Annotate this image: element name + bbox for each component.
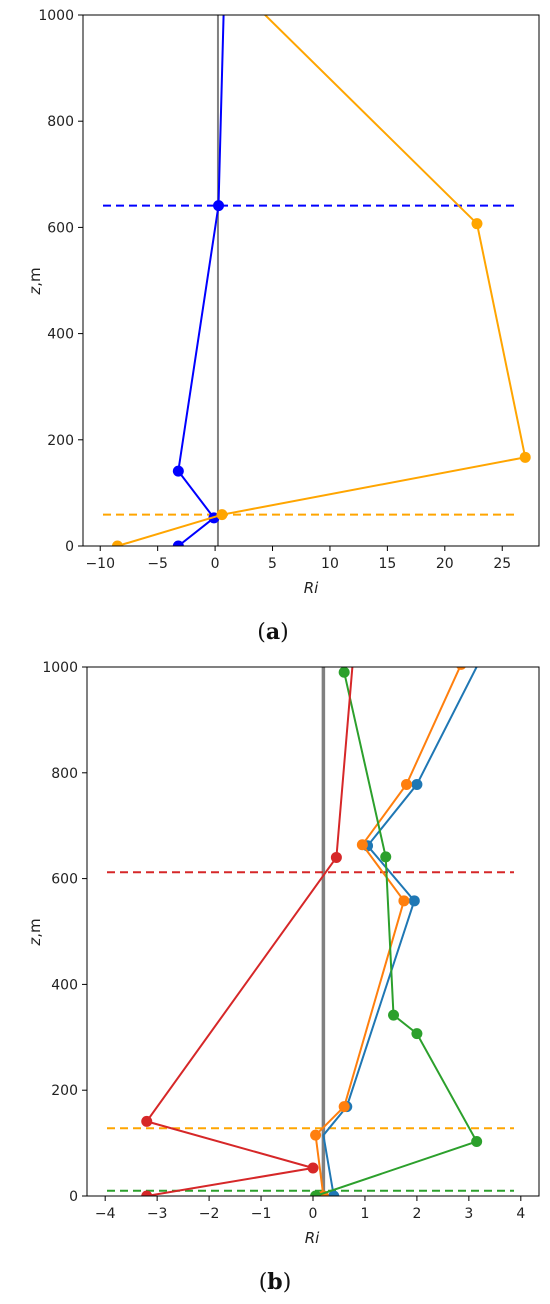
x-tick-label: 10 bbox=[321, 556, 339, 572]
y-tick-label: 1000 bbox=[38, 8, 74, 24]
series-2-point bbox=[471, 218, 483, 230]
plot-area-b bbox=[107, 667, 514, 1196]
series-4-point bbox=[330, 851, 342, 863]
x-tick-label: 4 bbox=[516, 1206, 525, 1222]
x-tick-label: −1 bbox=[251, 1206, 272, 1222]
panel-label-b: (b) bbox=[259, 1269, 292, 1295]
plot-frame-a bbox=[82, 14, 540, 547]
y-tick-label: 200 bbox=[47, 433, 74, 449]
x-tick-label: 1 bbox=[360, 1206, 369, 1222]
x-tick-label: −3 bbox=[147, 1206, 168, 1222]
ticks-a: −10 −5 0 5 10 15 20 25 0 200 400 600 800 1000 bbox=[38, 8, 511, 572]
y-axis-label-b: z,m bbox=[26, 918, 44, 946]
y-tick-label: 600 bbox=[51, 872, 78, 888]
series-2-point bbox=[216, 509, 228, 521]
x-tick-label: −2 bbox=[199, 1206, 220, 1222]
y-tick-label: 600 bbox=[47, 220, 74, 236]
series-3-point bbox=[471, 1136, 483, 1148]
series-1-point bbox=[328, 1190, 340, 1196]
series-line-3 bbox=[315, 672, 479, 1196]
x-tick-label: 2 bbox=[412, 1206, 421, 1222]
series-2-point bbox=[310, 1129, 322, 1141]
x-tick-label: −4 bbox=[95, 1206, 116, 1222]
series-2-point bbox=[338, 1101, 350, 1113]
plot-area-a bbox=[103, 15, 531, 546]
x-tick-label: 20 bbox=[436, 556, 454, 572]
y-tick-label: 800 bbox=[47, 114, 74, 130]
series-3-point bbox=[388, 1009, 400, 1021]
series-2-point bbox=[519, 451, 531, 463]
y-tick-label: 200 bbox=[51, 1083, 78, 1099]
series-1-point bbox=[408, 895, 420, 907]
x-tick-label: 3 bbox=[464, 1206, 473, 1222]
series-1-point bbox=[213, 200, 225, 212]
series-2-point bbox=[356, 839, 368, 851]
x-tick-label: 0 bbox=[211, 556, 220, 572]
y-tick-label: 400 bbox=[47, 327, 74, 343]
y-tick-label: 0 bbox=[65, 539, 74, 555]
x-tick-label: 15 bbox=[378, 556, 396, 572]
series-2-point bbox=[111, 540, 123, 546]
series-4-point bbox=[307, 1162, 319, 1174]
x-axis-label-b: Ri bbox=[305, 1229, 320, 1247]
series-1-point bbox=[172, 540, 184, 546]
series-2-point bbox=[401, 778, 413, 790]
series-3-point bbox=[338, 667, 350, 678]
ticks-b: −4 −3 −2 −1 0 1 2 3 4 0 200 400 600 800 1000 bbox=[42, 660, 525, 1222]
series-1-point bbox=[411, 778, 423, 790]
x-tick-label: 5 bbox=[268, 556, 277, 572]
series-3-point bbox=[380, 851, 392, 863]
series-2-point bbox=[456, 667, 466, 670]
panel-label-a: (a) bbox=[257, 619, 288, 645]
series-4-point bbox=[141, 1115, 153, 1127]
series-1-point bbox=[172, 465, 184, 477]
panel-b: −4 −3 −2 −1 0 1 2 3 4 0 200 400 600 800 1000 Ri z,m (b… bbox=[26, 660, 540, 1295]
y-tick-label: 1000 bbox=[42, 660, 78, 676]
y-tick-label: 0 bbox=[69, 1189, 78, 1205]
y-tick-label: 800 bbox=[51, 766, 78, 782]
series-2-point bbox=[398, 895, 410, 907]
y-tick-label: 400 bbox=[51, 977, 78, 993]
x-tick-label: −10 bbox=[85, 556, 115, 572]
plot-frame-b bbox=[86, 666, 540, 1197]
y-axis-label-a: z,m bbox=[26, 267, 44, 295]
series-4-point bbox=[141, 1190, 153, 1196]
x-tick-label: 25 bbox=[493, 556, 511, 572]
series-3-point bbox=[310, 1190, 322, 1196]
x-tick-label: −5 bbox=[147, 556, 168, 572]
x-axis-label-a: Ri bbox=[304, 579, 319, 597]
series-3-point bbox=[411, 1028, 423, 1040]
x-tick-label: 0 bbox=[309, 1206, 318, 1222]
